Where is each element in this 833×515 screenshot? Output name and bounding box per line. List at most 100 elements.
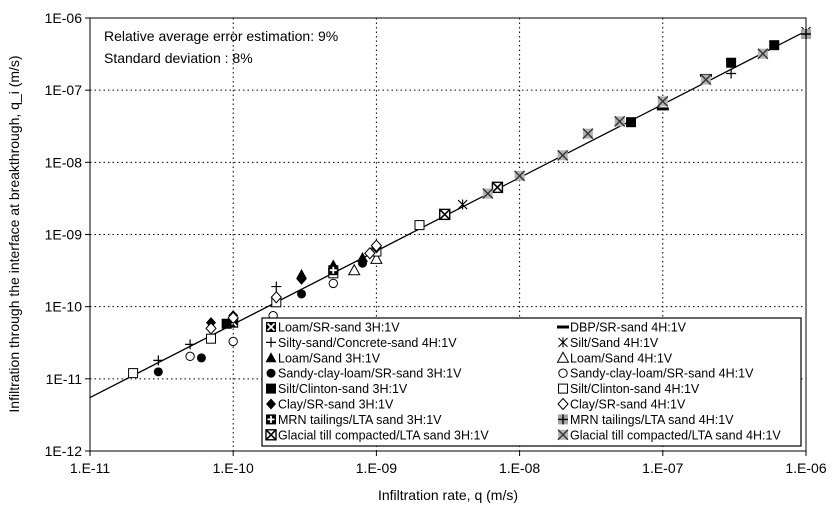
legend-item: Clay/SR-sand 3H:1V bbox=[266, 398, 394, 412]
data-point bbox=[270, 291, 282, 304]
legend-item: Sandy-clay-loam/SR-sand 3H:1V bbox=[266, 367, 462, 381]
legend-label: Silty-sand/Concrete-sand 4H:1V bbox=[278, 336, 457, 350]
legend-item: Silt/Clinton-sand 3H:1V bbox=[266, 382, 408, 396]
data-point bbox=[357, 252, 369, 263]
legend-item: Sandy-clay-loam/SR-sand 4H:1V bbox=[558, 367, 754, 381]
legend-label: Silt/Clinton-sand 3H:1V bbox=[278, 382, 408, 396]
legend-item: Glacial till compacted/LTA sand 3H:1V bbox=[265, 428, 489, 442]
data-point bbox=[491, 181, 504, 194]
data-point bbox=[657, 95, 669, 107]
data-point bbox=[185, 351, 195, 362]
y-tick-label: 1E-06 bbox=[45, 10, 83, 26]
plot-area-frame bbox=[89, 17, 807, 452]
x-tick-label: 1.E-08 bbox=[499, 460, 540, 476]
data-point bbox=[457, 199, 468, 210]
legend-item: Loam/Sand 4H:1V bbox=[556, 351, 673, 365]
data-point bbox=[482, 188, 494, 199]
legend-marker bbox=[558, 383, 568, 394]
data-point bbox=[221, 318, 232, 329]
data-point bbox=[700, 74, 712, 86]
data-point bbox=[227, 311, 239, 325]
legend-label: Glacial till compacted/LTA sand 3H:1V bbox=[278, 428, 489, 442]
legend-label: DBP/SR-sand 4H:1V bbox=[570, 321, 687, 335]
legend-item: Loam/SR-sand 3H:1V bbox=[266, 321, 400, 335]
data-point bbox=[726, 57, 737, 68]
data-point bbox=[656, 107, 669, 111]
legend-item: Glacial till compacted/LTA sand 4H:1V bbox=[557, 428, 781, 442]
legend-item: Silt/Clinton-sand 4H:1V bbox=[558, 382, 700, 396]
data-point bbox=[614, 115, 626, 127]
x-tick-label: 1.E-11 bbox=[70, 460, 110, 476]
x-tick-labels: 1.E-11 1.E-10 1.E-09 1.E-08 1.E-07 1.E-06 bbox=[70, 460, 827, 476]
legend-marker bbox=[266, 322, 276, 332]
legend-box bbox=[261, 317, 802, 447]
y-tick-label: 1E-09 bbox=[45, 227, 83, 243]
legend-label: Clay/SR-sand 3H:1V bbox=[278, 398, 394, 412]
legend-marker bbox=[558, 414, 568, 425]
x-tick-label: 1.E-06 bbox=[785, 460, 826, 476]
data-point bbox=[364, 246, 376, 260]
annotation-error: Relative average error estimation: 9% bbox=[104, 28, 338, 44]
legend-marker bbox=[557, 429, 569, 441]
legend-item: Silty-sand/Concrete-sand 4H:1V bbox=[266, 336, 457, 350]
data-point bbox=[206, 333, 217, 344]
annotation-stddev: Standard deviation : 8% bbox=[104, 50, 253, 66]
legend: Loam/SR-sand 3H:1V DBP/SR-sand 4H:1V Silty… bbox=[261, 317, 802, 447]
y-tick-label: 1E-08 bbox=[45, 154, 83, 170]
x-tick-label: 1.E-09 bbox=[356, 460, 397, 476]
legend-label: MRN tailings/LTA sand 4H:1V bbox=[570, 413, 734, 427]
data-point bbox=[128, 368, 139, 379]
y-tick-label: 1E-10 bbox=[45, 299, 83, 315]
legend-item: MRN tailings/LTA sand 4H:1V bbox=[558, 413, 734, 427]
data-point bbox=[153, 355, 164, 366]
data-point bbox=[196, 353, 206, 363]
legend-marker bbox=[266, 414, 276, 425]
legend-item: DBP/SR-sand 4H:1V bbox=[557, 321, 687, 335]
data-point bbox=[328, 278, 338, 289]
y-axis-label: Infiltration through the interface at br… bbox=[6, 55, 22, 412]
legend-marker bbox=[266, 368, 276, 378]
legend-label: Silt/Sand 4H:1V bbox=[570, 336, 659, 350]
legend-label: Sandy-clay-loam/SR-sand 4H:1V bbox=[570, 367, 754, 381]
x-tick-label: 1.E-10 bbox=[213, 460, 254, 476]
data-point bbox=[228, 336, 238, 347]
legend-marker bbox=[558, 368, 568, 378]
x-tick-label: 1.E-07 bbox=[642, 460, 683, 476]
data-point bbox=[185, 339, 196, 350]
data-point bbox=[557, 149, 569, 161]
legend-marker bbox=[266, 383, 276, 394]
legend-marker bbox=[266, 398, 276, 410]
y-tick-labels: 1E-12 1E-11 1E-10 1E-09 1E-08 1E-07 1E-06 bbox=[45, 10, 83, 459]
data-point bbox=[370, 239, 383, 252]
data-point bbox=[297, 289, 307, 299]
data-point bbox=[626, 117, 637, 128]
data-points-layer bbox=[128, 26, 811, 379]
legend-label: Silt/Clinton-sand 4H:1V bbox=[570, 382, 700, 396]
legend-item: Clay/SR-sand 4H:1V bbox=[557, 398, 686, 412]
legend-label: Clay/SR-sand 4H:1V bbox=[570, 398, 686, 412]
data-point bbox=[757, 48, 769, 60]
data-point bbox=[296, 273, 307, 285]
data-point bbox=[439, 208, 451, 221]
y-tick-label: 1E-11 bbox=[46, 371, 83, 387]
data-point bbox=[582, 128, 594, 140]
legend-label: Loam/Sand 3H:1V bbox=[278, 351, 381, 365]
data-point bbox=[347, 263, 361, 276]
legend-marker bbox=[556, 351, 570, 363]
legend-label: Loam/SR-sand 3H:1V bbox=[278, 321, 400, 335]
data-point bbox=[801, 29, 811, 40]
legend-label: Loam/Sand 4H:1V bbox=[570, 351, 673, 365]
data-point bbox=[358, 258, 368, 268]
legend-label: Sandy-clay-loam/SR-sand 3H:1V bbox=[278, 367, 462, 381]
data-point bbox=[153, 367, 163, 377]
legend-item: Silt/Sand 4H:1V bbox=[558, 336, 659, 350]
legend-marker bbox=[265, 429, 277, 441]
data-point bbox=[205, 322, 217, 335]
legend-label: MRN tailings/LTA sand 3H:1V bbox=[278, 413, 442, 427]
legend-marker bbox=[558, 337, 568, 348]
legend-item: Loam/Sand 3H:1V bbox=[265, 351, 381, 365]
legend-marker bbox=[557, 325, 569, 329]
legend-item: MRN tailings/LTA sand 3H:1V bbox=[266, 413, 442, 427]
y-tick-label: 1E-12 bbox=[45, 443, 83, 459]
